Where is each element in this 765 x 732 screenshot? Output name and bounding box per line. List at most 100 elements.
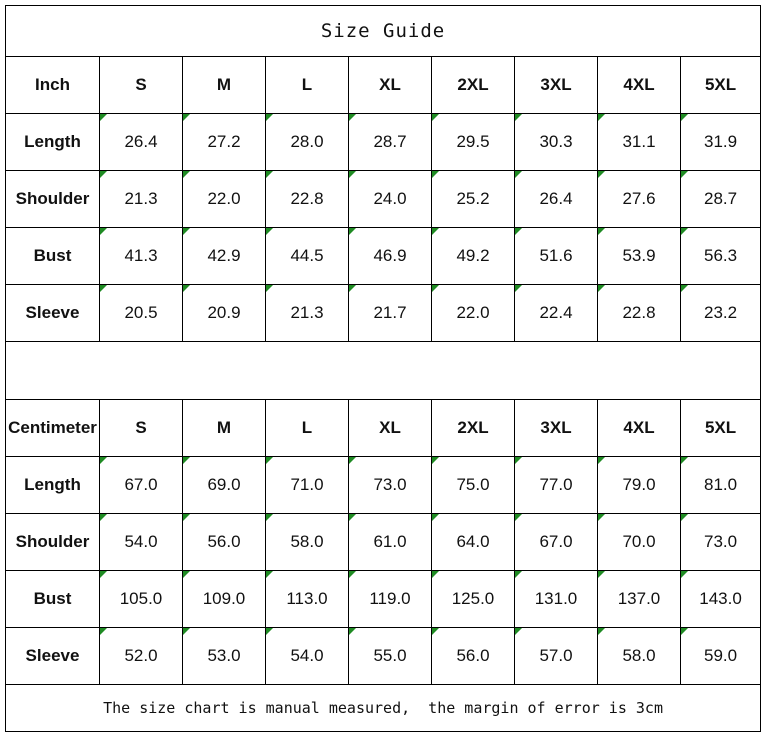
measurement-cell: 57.0 [514,627,598,685]
measurement-cell: 20.9 [182,284,266,342]
measurement-cell: 28.7 [679,170,762,228]
measurement-cell: 119.0 [348,570,432,628]
measurement-cell: 41.3 [99,227,183,285]
measurement-label-sleeve: Sleeve [5,284,100,342]
measurement-cell: 131.0 [514,570,598,628]
size-column-header-4xl: 4XL [597,56,681,114]
measurement-cell: 23.2 [679,284,762,342]
size-column-header-xl: XL [348,399,432,457]
measurement-cell: 24.0 [348,170,432,228]
size-column-header-5xl: 5XL [679,399,762,457]
size-header-row: Centimeter S M L XL 2XL 3XL 4XL 5XL [5,399,762,457]
measurement-cell: 46.9 [348,227,432,285]
measurement-cell: 56.0 [431,627,515,685]
measurement-cell: 55.0 [348,627,432,685]
measurement-cell: 26.4 [99,113,183,171]
title-row: Size Guide [4,5,762,57]
measurement-cell: 109.0 [182,570,266,628]
table-row: Shoulder 54.0 56.0 58.0 61.0 64.0 67.0 70.0 73.0 [5,513,762,571]
measurement-cell: 56.0 [182,513,266,571]
measurement-cell: 22.8 [265,170,349,228]
measurement-cell: 79.0 [597,456,681,514]
measurement-cell: 58.0 [597,627,681,685]
size-column-header-2xl: 2XL [431,399,515,457]
table-row: Shoulder 21.3 22.0 22.8 24.0 25.2 26.4 27.6 28.7 [5,170,762,228]
size-header-row: Inch S M L XL 2XL 3XL 4XL 5XL [5,56,762,114]
size-column-header-4xl: 4XL [597,399,681,457]
measurement-cell: 28.7 [348,113,432,171]
measurement-cell: 29.5 [431,113,515,171]
footer-note-row: The size chart is manual measured, the m… [4,684,762,732]
measurement-cell: 51.6 [514,227,598,285]
size-column-header-s: S [99,399,183,457]
measurement-cell: 28.0 [265,113,349,171]
measurement-cell: 53.9 [597,227,681,285]
measurement-cell: 54.0 [99,513,183,571]
footer-row-host: The size chart is manual measured, the m… [4,684,762,732]
measurement-cell: 113.0 [265,570,349,628]
measurement-label-shoulder: Shoulder [5,170,100,228]
measurement-cell: 22.8 [597,284,681,342]
measurement-cell: 56.3 [679,227,762,285]
measurement-cell: 81.0 [679,456,762,514]
table-row: Sleeve 52.0 53.0 54.0 55.0 56.0 57.0 58.0 59.0 [5,627,762,685]
measurement-cell: 31.9 [679,113,762,171]
table-row: Bust 41.3 42.9 44.5 46.9 49.2 51.6 53.9 56.3 [5,227,762,285]
size-column-header-5xl: 5XL [679,56,762,114]
measurement-cell: 105.0 [99,570,183,628]
measurement-cell: 61.0 [348,513,432,571]
measurement-cell: 22.0 [182,170,266,228]
measurement-label-bust: Bust [5,570,100,628]
table-row: Bust 105.0 109.0 113.0 119.0 125.0 131.0 137.0 1… [5,570,762,628]
measurement-cell: 64.0 [431,513,515,571]
measurement-cell: 27.2 [182,113,266,171]
measurement-cell: 58.0 [265,513,349,571]
measurement-label-length: Length [5,456,100,514]
measurement-label-length: Length [5,113,100,171]
measurement-label-shoulder: Shoulder [5,513,100,571]
measurement-cell: 30.3 [514,113,598,171]
measurement-cell: 75.0 [431,456,515,514]
measurement-cell: 77.0 [514,456,598,514]
size-column-header-l: L [265,399,349,457]
table-spacer-cell [4,341,762,400]
measurement-cell: 21.3 [265,284,349,342]
measurement-cell: 25.2 [431,170,515,228]
measurement-cell: 71.0 [265,456,349,514]
size-tables-host: Inch S M L XL 2XL 3XL 4XL 5XL Length 26.4 27.2 28.0 2… [4,56,762,685]
measurement-cell: 31.1 [597,113,681,171]
measurement-cell: 54.0 [265,627,349,685]
size-column-header-2xl: 2XL [431,56,515,114]
size-column-header-3xl: 3XL [514,399,598,457]
measurement-cell: 59.0 [679,627,762,685]
measurement-cell: 53.0 [182,627,266,685]
table-row: Length 67.0 69.0 71.0 73.0 75.0 77.0 79.0 81.0 [5,456,762,514]
measurement-cell: 69.0 [182,456,266,514]
size-column-header-l: L [265,56,349,114]
measurement-cell: 42.9 [182,227,266,285]
measurement-cell: 143.0 [679,570,762,628]
measurement-cell: 22.0 [431,284,515,342]
size-column-header-3xl: 3XL [514,56,598,114]
measurement-cell: 125.0 [431,570,515,628]
size-guide-root: Size Guide Inch S M L XL 2XL 3XL 4XL 5XL Length 26… [4,5,762,732]
unit-header-inch: Inch [5,56,100,114]
measurement-label-bust: Bust [5,227,100,285]
measurement-cell: 27.6 [597,170,681,228]
measurement-cell: 21.7 [348,284,432,342]
size-column-header-m: M [182,56,266,114]
size-guide-table: Size Guide Inch S M L XL 2XL 3XL 4XL 5XL Length 26… [4,5,762,732]
table-row: Sleeve 20.5 20.9 21.3 21.7 22.0 22.4 22.8 23.2 [5,284,762,342]
measurement-cell: 67.0 [99,456,183,514]
measurement-cell: 70.0 [597,513,681,571]
measurement-cell: 22.4 [514,284,598,342]
measurement-label-sleeve: Sleeve [5,627,100,685]
measurement-cell: 20.5 [99,284,183,342]
measurement-cell: 67.0 [514,513,598,571]
measurement-cell: 73.0 [679,513,762,571]
measurement-cell: 49.2 [431,227,515,285]
table-row: Length 26.4 27.2 28.0 28.7 29.5 30.3 31.1 31.9 [5,113,762,171]
unit-header-centimeter: Centimeter [5,399,100,457]
measurement-cell: 52.0 [99,627,183,685]
size-column-header-xl: XL [348,56,432,114]
